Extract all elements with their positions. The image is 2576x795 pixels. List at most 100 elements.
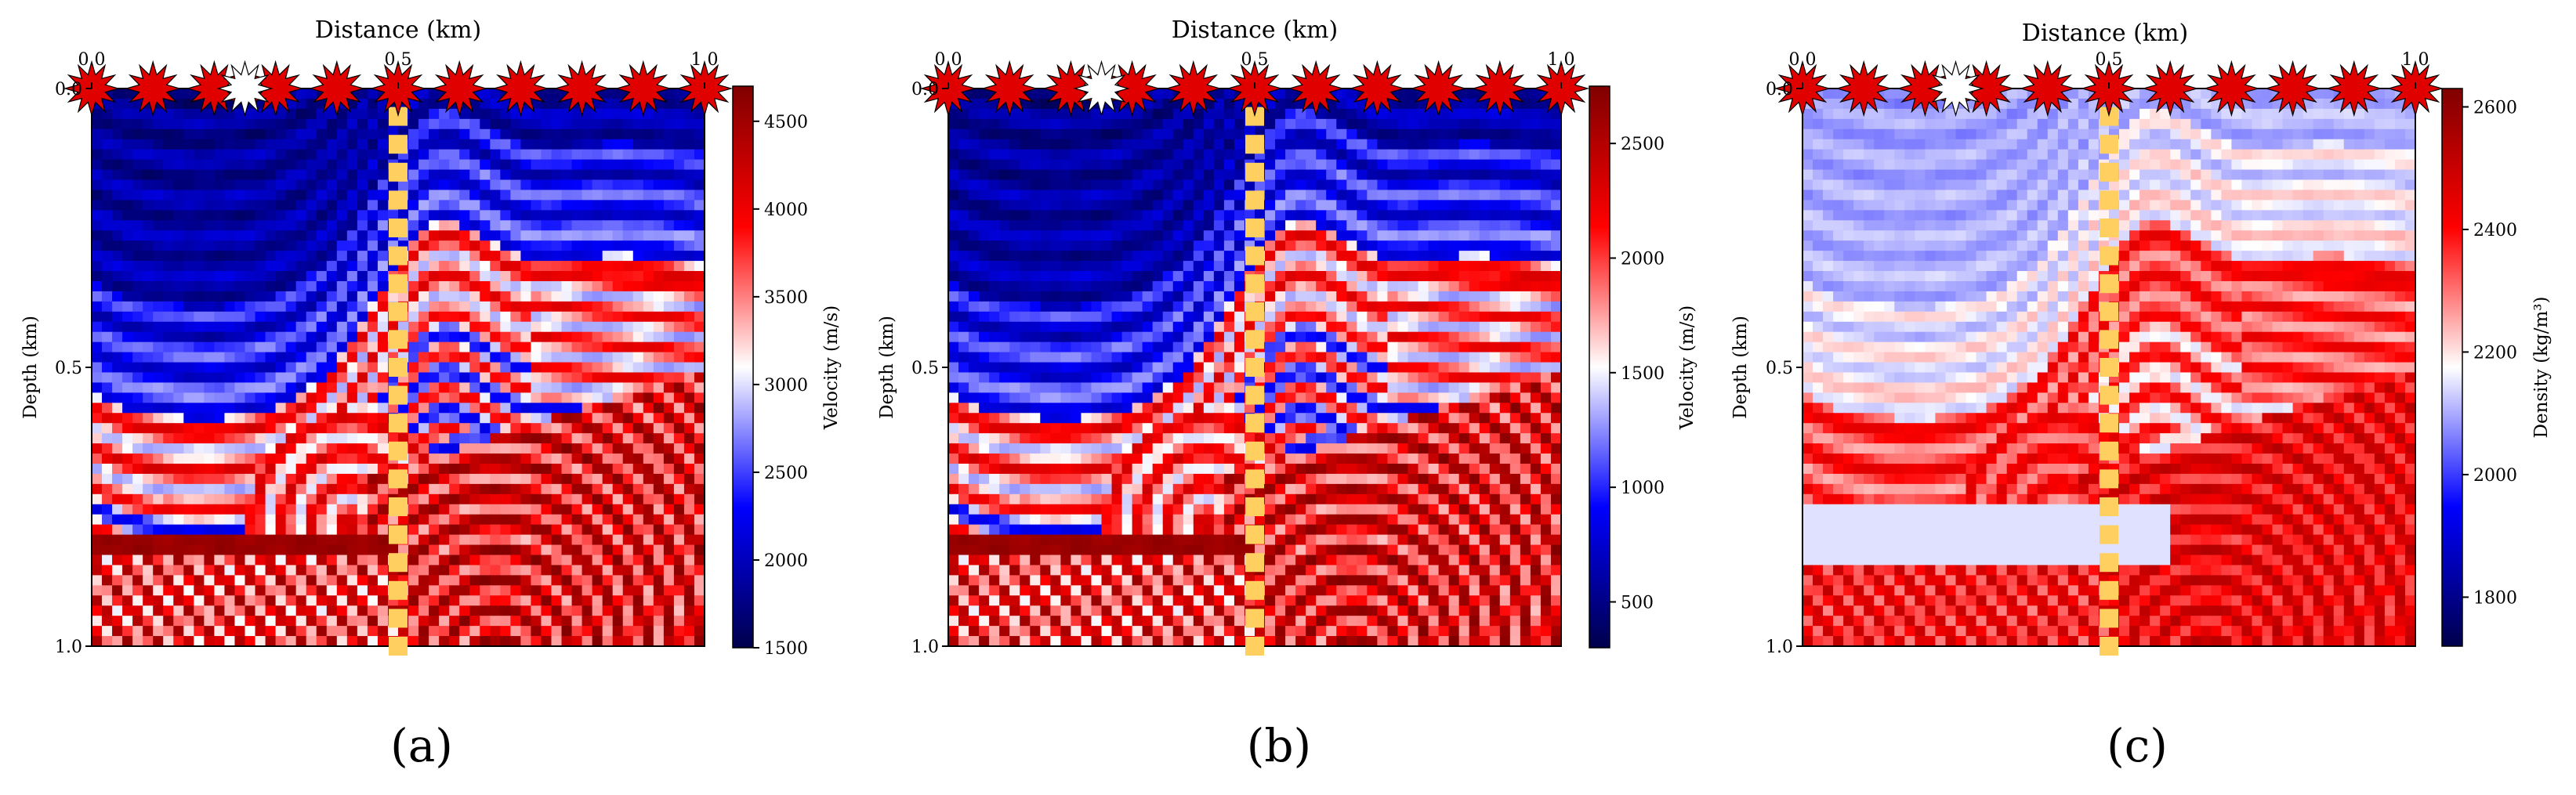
model-cell — [357, 149, 368, 161]
model-cell — [459, 280, 470, 292]
model-cell — [612, 443, 624, 454]
model-cell — [143, 524, 154, 536]
model-cell — [1285, 220, 1296, 231]
model-cell — [234, 605, 246, 616]
model-cell — [1438, 280, 1450, 292]
model-cell — [245, 210, 256, 221]
model-cell — [1357, 139, 1368, 150]
model-cell — [1111, 271, 1123, 282]
model-cell — [551, 555, 563, 566]
model-cell — [92, 403, 103, 414]
model-cell — [132, 261, 143, 272]
model-cell — [1458, 200, 1470, 211]
model-cell — [234, 301, 246, 313]
model-cell — [1071, 271, 1082, 282]
model-cell — [531, 443, 542, 454]
model-cell — [1336, 251, 1347, 262]
model-cell — [1223, 190, 1235, 201]
model-cell — [541, 128, 553, 140]
model-cell — [316, 555, 328, 566]
model-cell — [1458, 128, 1470, 140]
model-cell — [531, 585, 542, 596]
model-cell — [531, 423, 542, 434]
model-cell — [1234, 311, 1245, 323]
model-cell — [571, 524, 583, 536]
colorbar-tick-label: 3000 — [764, 376, 808, 396]
model-cell — [1009, 301, 1020, 313]
model-cell — [163, 423, 174, 434]
model-cell — [122, 240, 133, 251]
model-cell — [1183, 159, 1194, 171]
model-cell — [143, 311, 154, 323]
model-cell — [602, 443, 614, 454]
model-cell — [285, 585, 297, 596]
model-cell — [1121, 169, 1133, 181]
model-cell — [1193, 159, 1205, 171]
model-cell — [1162, 352, 1174, 363]
model-cell — [694, 118, 705, 130]
model-cell — [204, 372, 215, 384]
model-cell — [449, 483, 460, 495]
model-cell — [204, 240, 215, 251]
model-cell — [92, 108, 103, 120]
model-cell — [541, 321, 553, 333]
model-cell — [1040, 261, 1051, 272]
model-cell — [245, 483, 256, 495]
model-cell — [663, 413, 675, 424]
model-cell — [408, 534, 419, 546]
model-cell — [102, 605, 113, 616]
model-cell — [1223, 128, 1235, 140]
model-cell — [602, 493, 614, 505]
model-cell — [1142, 291, 1154, 302]
model-cell — [571, 534, 583, 546]
model-cell — [1071, 159, 1082, 171]
model-cell — [449, 504, 460, 515]
model-cell — [275, 565, 287, 576]
model-cell — [500, 159, 511, 171]
model-cell — [255, 321, 266, 333]
model-cell — [1408, 240, 1419, 251]
model-cell — [285, 493, 297, 505]
model-cell — [1509, 190, 1521, 201]
model-cell — [1275, 301, 1286, 313]
model-cell — [602, 261, 614, 272]
model-cell — [1020, 261, 1031, 272]
model-cell — [1060, 341, 1071, 353]
model-cell — [255, 261, 266, 272]
model-cell — [429, 89, 440, 99]
model-cell — [592, 382, 603, 393]
model-cell — [622, 210, 634, 221]
model-cell — [653, 321, 665, 333]
model-cell — [418, 433, 429, 444]
model-cell — [234, 413, 246, 424]
model-cell — [612, 331, 624, 343]
model-cell — [367, 220, 379, 231]
model-cell — [1550, 220, 1562, 231]
model-cell — [592, 291, 603, 302]
model-cell — [408, 128, 419, 140]
model-cell — [102, 392, 113, 403]
model-cell — [265, 473, 277, 485]
model-cell — [459, 423, 470, 434]
model-cell — [265, 565, 277, 576]
model-cell — [1275, 159, 1286, 171]
model-cell — [122, 616, 133, 627]
model-cell — [316, 616, 328, 627]
model-cell — [429, 514, 440, 526]
model-cell — [204, 210, 215, 221]
model-cell — [1469, 271, 1480, 282]
model-cell — [214, 200, 226, 211]
model-cell — [234, 555, 246, 566]
model-cell — [143, 382, 154, 393]
model-cell — [602, 240, 614, 251]
model-cell — [234, 392, 246, 403]
model-cell — [377, 291, 389, 302]
model-cell — [255, 200, 266, 211]
model-cell — [490, 139, 501, 150]
model-cell — [265, 128, 277, 140]
model-cell — [459, 392, 470, 403]
model-cell — [1091, 291, 1103, 302]
model-cell — [1336, 271, 1347, 282]
model-cell — [112, 271, 123, 282]
model-cell — [418, 413, 429, 424]
